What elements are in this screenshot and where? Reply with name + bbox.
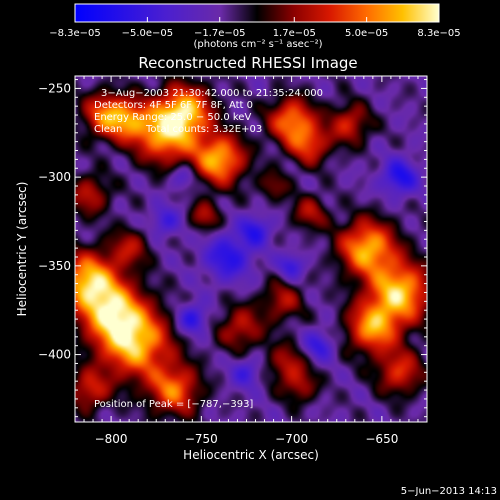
- colorbar-tick-labels: −8.3e−05 −5.0e−05 −1.7e−05 1.7e−05 5.0e−05 8.…: [49, 28, 460, 39]
- colorbar-tick-label: −5.0e−05: [122, 28, 174, 39]
- y-tick-label: −300: [38, 170, 71, 184]
- annotation-energy-range: Energy Range: 25.0 − 50.0 keV: [94, 112, 251, 123]
- x-tick-label: −800: [95, 432, 128, 446]
- x-tick-label: −750: [185, 432, 218, 446]
- annotation-clean: Clean: [94, 124, 122, 135]
- colorbar: [74, 3, 440, 23]
- colorbar-tick-label: 1.7e−05: [273, 28, 316, 39]
- plot-frame: [74, 75, 428, 423]
- axis-ticks: [75, 76, 427, 422]
- x-axis-label: Heliocentric X (arcsec): [183, 448, 319, 462]
- x-tick-labels: −800 −750 −700 −650: [95, 432, 399, 446]
- date-stamp: 5−Jun−2013 14:13: [401, 486, 497, 497]
- heatmap-image: [75, 76, 427, 422]
- colorbar-ticks: [74, 17, 440, 22]
- x-tick-label: −650: [365, 432, 398, 446]
- colorbar-tick-label: 5.0e−05: [345, 28, 388, 39]
- colorbar-tick-label: 8.3e−05: [417, 28, 460, 39]
- y-tick-label: −400: [38, 348, 71, 362]
- annotation-total-counts: Total counts: 3.32E+03: [145, 124, 262, 135]
- colorbar-tick-label: −8.3e−05: [49, 28, 101, 39]
- y-tick-labels: −250 −300 −350 −400: [38, 81, 71, 361]
- x-tick-label: −700: [275, 432, 308, 446]
- y-axis-label: Heliocentric Y (arcsec): [15, 182, 29, 317]
- y-tick-label: −350: [38, 259, 71, 273]
- chart-title: Reconstructed RHESSI Image: [138, 54, 357, 72]
- annotation-detectors: Detectors: 4F 5F 6F 7F 8F, Att 0: [94, 100, 253, 111]
- colorbar-tick-label: −1.7e−05: [194, 28, 246, 39]
- annotation-time-range: 3−Aug−2003 21:30:42.000 to 21:35:24.000: [101, 88, 323, 99]
- colorbar-unit-label: (photons cm⁻² s⁻¹ asec⁻²): [193, 39, 322, 50]
- y-tick-label: −250: [38, 81, 71, 95]
- annotation-peak: Position of Peak = [−787,−393]: [94, 399, 253, 410]
